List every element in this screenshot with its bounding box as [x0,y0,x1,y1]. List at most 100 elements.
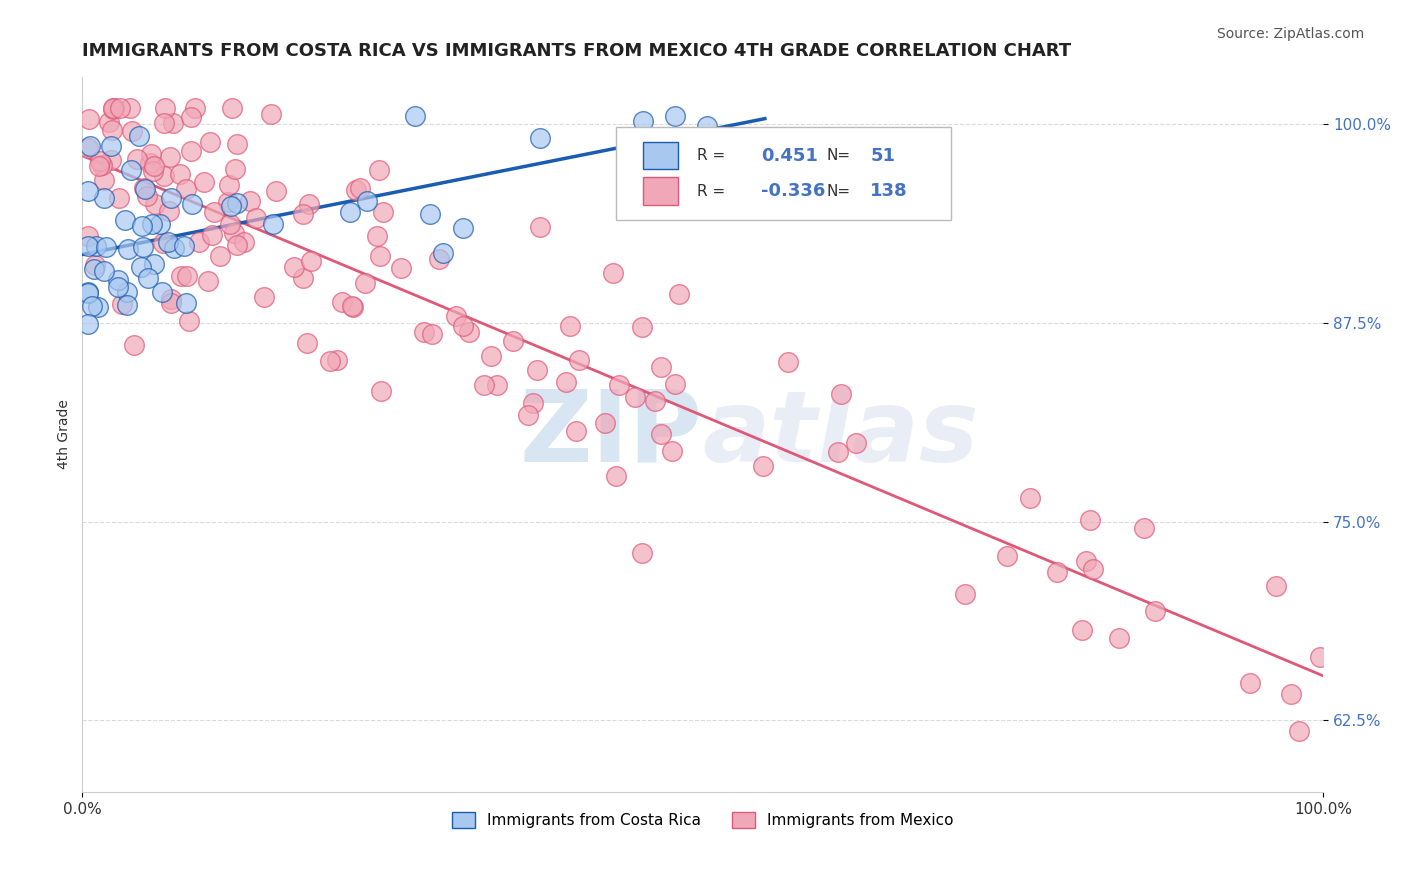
Text: atlas: atlas [703,385,980,483]
Text: ZIP: ZIP [520,385,703,483]
Point [77,239,100,253]
Point [209,249,232,263]
Point [136,271,159,285]
Point [127,153,149,167]
Point [174,182,197,196]
Point [326,352,349,367]
Point [953,587,976,601]
Point [845,436,868,450]
Point [157,204,180,219]
Point [136,188,159,202]
Point [517,408,540,422]
Point [103,103,125,117]
Text: R =: R = [696,148,725,163]
Point [160,191,183,205]
Point [217,194,239,209]
Point [89,159,111,173]
Point [668,287,690,301]
Text: 51: 51 [870,147,896,165]
Point [778,355,800,369]
Point [373,205,395,219]
Point [301,253,323,268]
Point [1279,687,1302,701]
Point [225,237,247,252]
Point [558,319,581,334]
Point [101,123,124,137]
Point [115,298,138,312]
Point [118,102,141,116]
Point [152,235,174,250]
Point [98,114,121,128]
Point [624,390,647,404]
Point [827,444,849,458]
Point [444,309,467,323]
Point [103,102,125,116]
Point [605,468,627,483]
Point [219,217,242,231]
Point [298,197,321,211]
FancyBboxPatch shape [616,127,950,219]
Point [346,182,368,196]
Point [143,196,166,211]
Point [108,191,131,205]
Point [245,211,267,225]
Point [180,197,202,211]
Point [142,159,165,173]
Point [83,259,105,273]
Point [142,164,165,178]
Point [404,109,426,123]
Text: 0.451: 0.451 [761,147,818,165]
Point [139,147,162,161]
Point [1239,675,1261,690]
Point [319,354,342,368]
Point [458,325,481,339]
Point [233,235,256,249]
Point [661,443,683,458]
Point [451,318,474,333]
Text: N=: N= [827,184,851,199]
Point [224,162,246,177]
Point [370,384,392,399]
Point [682,139,704,153]
Point [77,184,100,198]
Point [664,109,686,123]
Point [1108,632,1130,646]
Point [202,205,225,219]
Point [339,205,361,219]
Point [134,181,156,195]
Point [349,180,371,194]
Point [472,378,495,392]
Point [225,136,247,151]
Point [529,131,551,145]
Point [160,296,183,310]
Point [1309,649,1331,664]
Point [110,102,132,116]
Point [89,154,111,169]
Point [100,153,122,167]
Point [696,119,718,133]
Point [529,220,551,235]
Point [90,158,112,172]
Point [568,352,591,367]
Text: N=: N= [827,148,851,163]
Point [526,363,548,377]
Point [115,285,138,299]
Point [830,386,852,401]
Point [1071,624,1094,638]
Point [193,175,215,189]
Point [1074,554,1097,568]
Point [291,207,314,221]
Point [176,268,198,283]
Point [93,190,115,204]
Point [356,194,378,208]
Text: 138: 138 [870,182,908,201]
Point [283,260,305,275]
Point [609,377,631,392]
Point [419,207,441,221]
Point [997,549,1019,563]
Point [264,184,287,198]
Point [432,245,454,260]
Point [77,141,100,155]
Point [93,173,115,187]
Point [1133,521,1156,535]
